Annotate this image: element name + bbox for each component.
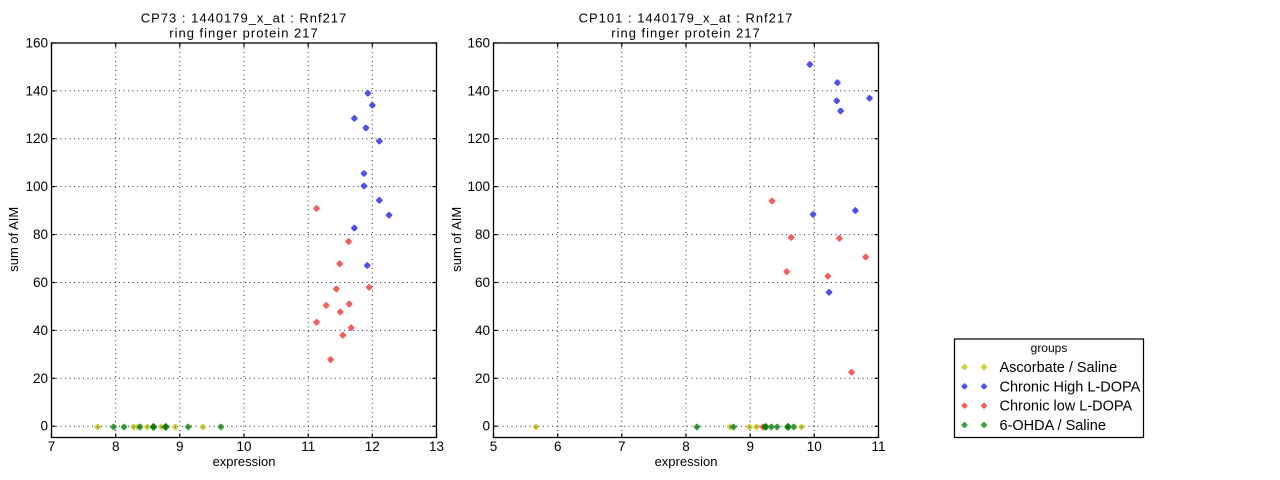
svg-text:6: 6: [554, 439, 562, 454]
svg-text:40: 40: [475, 323, 490, 338]
svg-text:140: 140: [467, 83, 490, 98]
svg-text:ring finger protein 217: ring finger protein 217: [169, 26, 318, 41]
svg-text:8: 8: [112, 439, 120, 454]
svg-text:ring finger protein 217: ring finger protein 217: [611, 26, 760, 41]
svg-text:20: 20: [33, 371, 48, 386]
svg-text:100: 100: [467, 179, 490, 194]
svg-text:groups: groups: [1031, 341, 1068, 355]
svg-text:Chronic low L-DOPA: Chronic low L-DOPA: [1000, 399, 1133, 415]
svg-text:60: 60: [33, 275, 48, 290]
svg-text:CP73 : 1440179_x_at : Rnf217: CP73 : 1440179_x_at : Rnf217: [141, 11, 348, 26]
svg-text:sum of AIM: sum of AIM: [449, 207, 464, 272]
svg-text:100: 100: [25, 179, 48, 194]
svg-text:9: 9: [746, 439, 754, 454]
svg-text:6-OHDA / Saline: 6-OHDA / Saline: [1000, 418, 1106, 434]
svg-text:120: 120: [25, 131, 48, 146]
svg-text:80: 80: [475, 227, 490, 242]
svg-text:expression: expression: [655, 454, 718, 469]
svg-text:12: 12: [365, 439, 380, 454]
svg-text:8: 8: [682, 439, 690, 454]
svg-text:160: 160: [25, 35, 48, 50]
svg-text:60: 60: [475, 275, 490, 290]
svg-text:140: 140: [25, 83, 48, 98]
svg-text:Ascorbate / Saline: Ascorbate / Saline: [1000, 360, 1118, 376]
svg-text:expression: expression: [213, 454, 276, 469]
svg-text:160: 160: [467, 35, 490, 50]
svg-text:Chronic High L-DOPA: Chronic High L-DOPA: [1000, 379, 1141, 395]
svg-text:9: 9: [176, 439, 184, 454]
svg-text:20: 20: [475, 371, 490, 386]
svg-text:0: 0: [482, 419, 490, 434]
svg-text:11: 11: [301, 439, 315, 454]
svg-text:80: 80: [33, 227, 48, 242]
svg-text:11: 11: [871, 439, 885, 454]
svg-text:CP101 : 1440179_x_at : Rnf217: CP101 : 1440179_x_at : Rnf217: [579, 11, 794, 26]
svg-text:7: 7: [618, 439, 626, 454]
svg-text:sum of AIM: sum of AIM: [6, 207, 21, 272]
svg-text:40: 40: [33, 323, 48, 338]
svg-text:10: 10: [807, 439, 822, 454]
svg-text:120: 120: [467, 131, 490, 146]
svg-text:13: 13: [429, 439, 444, 454]
svg-text:7: 7: [48, 439, 56, 454]
svg-text:5: 5: [490, 439, 498, 454]
svg-text:0: 0: [40, 419, 48, 434]
svg-text:10: 10: [236, 439, 251, 454]
